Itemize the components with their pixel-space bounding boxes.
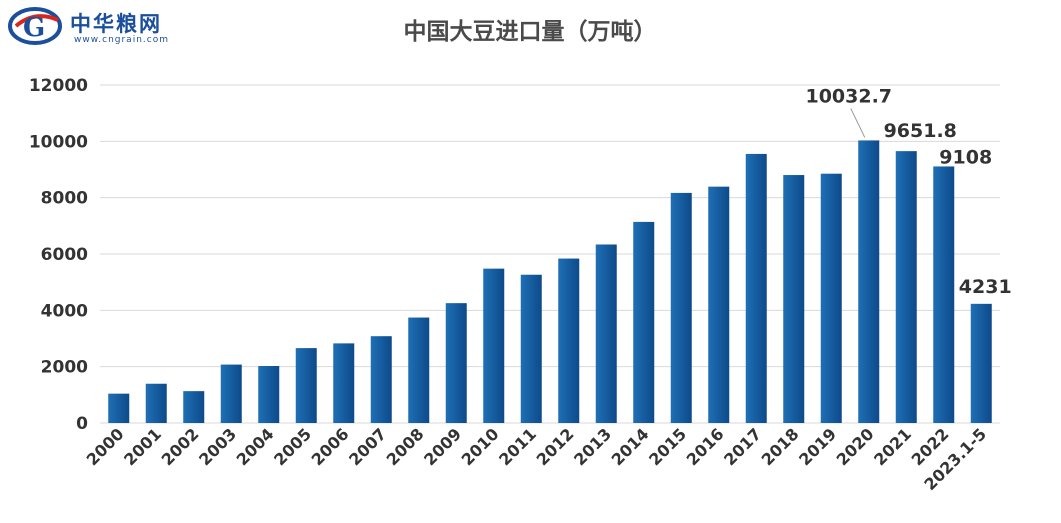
bar: [145, 383, 167, 423]
data-label: 9108: [939, 146, 992, 168]
chart-title: 中国大豆进口量（万吨）: [403, 19, 657, 45]
x-tick-label: 2013: [570, 424, 615, 469]
x-tick-label: 2005: [270, 424, 315, 469]
bar: [933, 166, 955, 423]
x-tick-label: 2017: [720, 424, 765, 469]
bar: [783, 175, 805, 423]
y-tick-label: 0: [76, 414, 88, 434]
bar: [745, 153, 767, 423]
svg-text:G: G: [23, 13, 45, 43]
logo-name: 中华粮网: [70, 12, 162, 36]
bar: [258, 366, 280, 423]
bar: [333, 343, 355, 423]
x-tick-label: 2001: [120, 424, 165, 469]
x-tick-label: 2007: [345, 424, 390, 469]
y-tick-label: 8000: [41, 189, 88, 209]
bar: [445, 303, 467, 423]
x-tick-label: 2002: [158, 424, 203, 469]
x-tick-label: 2019: [795, 424, 840, 469]
data-label: 4231: [959, 276, 1012, 298]
x-tick-label: 2000: [83, 424, 128, 469]
bar: [895, 151, 917, 423]
grid-lines: [100, 84, 1000, 424]
bar: [220, 364, 242, 423]
x-tick-label: 2011: [495, 424, 540, 469]
x-tick-label: 2010: [458, 424, 503, 469]
x-tick-label: 2015: [645, 424, 690, 469]
bar: [183, 391, 205, 423]
data-labels: 10032.7 9651.8 9108 4231: [805, 85, 1011, 297]
y-axis-ticks: 0 2000 4000 6000 8000 10000 12000: [29, 76, 88, 434]
x-tick-label: 2006: [308, 424, 353, 469]
bar: [670, 192, 692, 423]
x-axis-labels: 2000200120022003200420052006200720082009…: [83, 424, 990, 494]
bar: [820, 173, 842, 423]
logo: G 中华粮网 www.cngrain.com: [8, 4, 208, 46]
x-tick-label: 2003: [195, 424, 240, 469]
bar: [633, 221, 655, 423]
logo-url: www.cngrain.com: [74, 35, 169, 45]
bar: [483, 268, 505, 423]
y-tick-label: 6000: [41, 245, 88, 265]
x-tick-label: 2021: [870, 424, 915, 469]
bars: [108, 140, 992, 423]
x-tick-label: 2009: [420, 424, 465, 469]
bar: [370, 336, 392, 423]
bar: [408, 317, 430, 423]
x-tick-label: 2004: [233, 424, 278, 469]
y-tick-label: 12000: [29, 76, 88, 96]
y-tick-label: 2000: [41, 358, 88, 378]
bar: [858, 140, 880, 423]
x-tick-label: 2020: [833, 424, 878, 469]
bar: [520, 274, 542, 423]
y-tick-label: 4000: [41, 301, 88, 321]
x-tick-label: 2012: [533, 424, 578, 469]
bar: [295, 348, 317, 423]
y-tick-label: 10000: [29, 132, 88, 152]
bar: [558, 258, 580, 423]
x-tick-label: 2016: [683, 424, 728, 469]
data-label: 10032.7: [805, 85, 892, 107]
bar: [595, 244, 617, 423]
x-tick-label: 2008: [383, 424, 428, 469]
bar: [970, 303, 992, 423]
x-tick-label: 2018: [758, 424, 803, 469]
data-label: 9651.8: [884, 120, 957, 142]
x-tick-label: 2014: [608, 424, 653, 469]
logo-mark-icon: G: [8, 7, 62, 45]
bar: [708, 186, 730, 423]
bar: [108, 393, 130, 423]
data-label-leader: [850, 108, 866, 138]
